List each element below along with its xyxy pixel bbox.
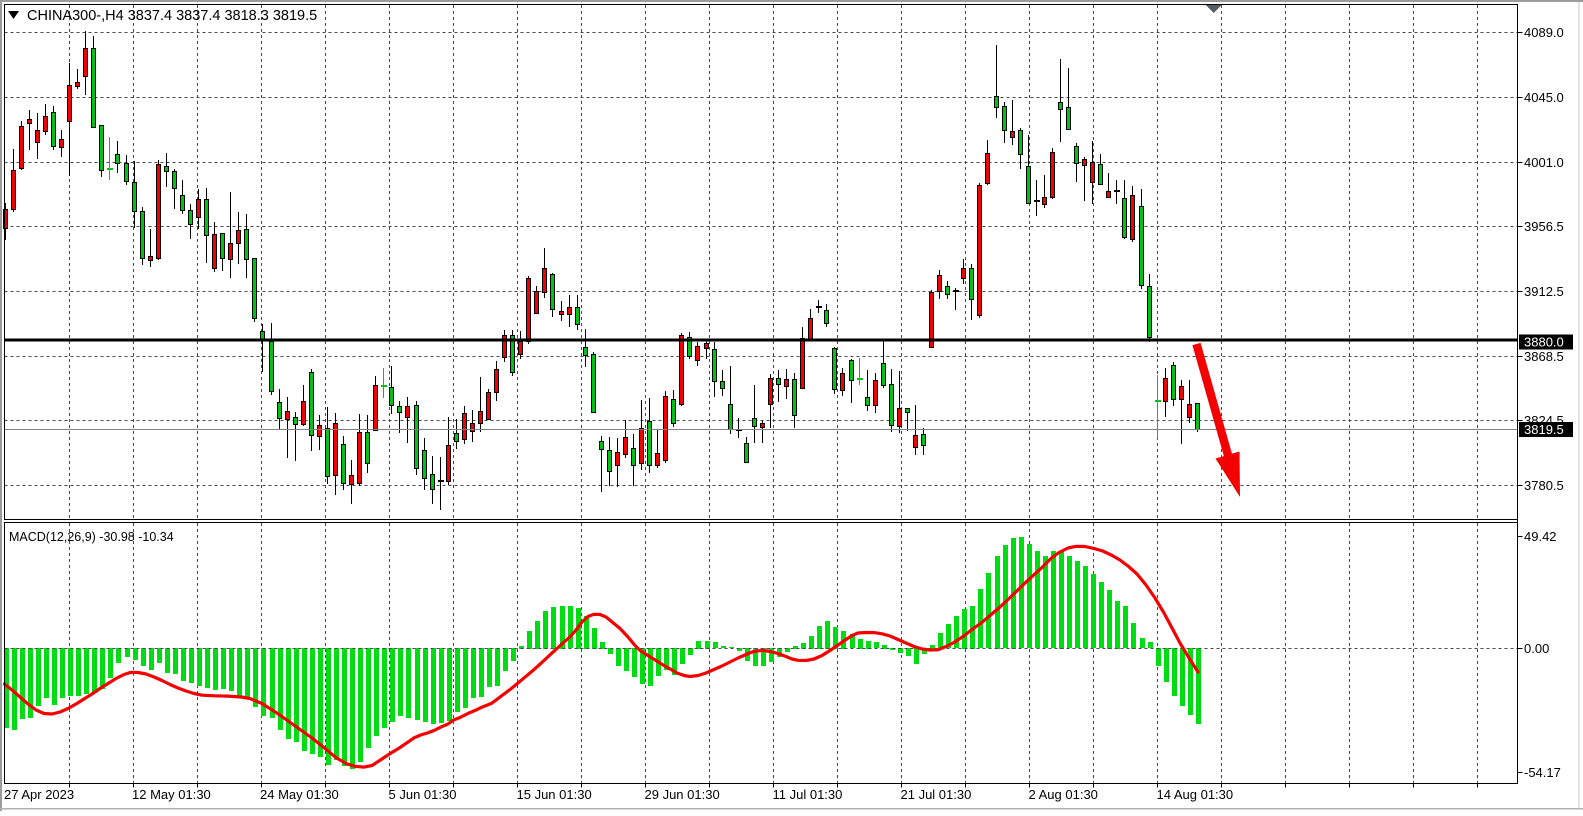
svg-text:14 Aug 01:30: 14 Aug 01:30 xyxy=(1157,787,1234,802)
svg-text:15 Jun 01:30: 15 Jun 01:30 xyxy=(517,787,592,802)
svg-text:3868.5: 3868.5 xyxy=(1524,349,1564,364)
svg-text:-54.17: -54.17 xyxy=(1524,765,1561,780)
svg-text:21 Jul 01:30: 21 Jul 01:30 xyxy=(901,787,972,802)
svg-text:4001.0: 4001.0 xyxy=(1524,155,1564,170)
svg-text:3956.5: 3956.5 xyxy=(1524,219,1564,234)
svg-text:3819.5: 3819.5 xyxy=(1524,422,1564,437)
svg-text:4045.0: 4045.0 xyxy=(1524,90,1564,105)
svg-text:3912.5: 3912.5 xyxy=(1524,284,1564,299)
svg-text:5 Jun 01:30: 5 Jun 01:30 xyxy=(389,787,457,802)
svg-text:49.42: 49.42 xyxy=(1524,529,1557,544)
svg-text:12 May 01:30: 12 May 01:30 xyxy=(132,787,211,802)
svg-text:27 Apr 2023: 27 Apr 2023 xyxy=(4,787,74,802)
svg-text:MACD(12,26,9) -30.98 -10.34: MACD(12,26,9) -30.98 -10.34 xyxy=(9,530,174,544)
svg-text:0.00: 0.00 xyxy=(1524,641,1549,656)
svg-text:11 Jul 01:30: 11 Jul 01:30 xyxy=(773,787,843,802)
svg-text:CHINA300-,H4 3837.4 3837.4 38: CHINA300-,H4 3837.4 3837.4 3818.3 3819.5 xyxy=(27,8,317,24)
svg-text:3880.0: 3880.0 xyxy=(1524,335,1564,350)
svg-text:24 May 01:30: 24 May 01:30 xyxy=(260,787,339,802)
svg-text:29 Jun 01:30: 29 Jun 01:30 xyxy=(645,787,720,802)
svg-text:3780.5: 3780.5 xyxy=(1524,478,1564,493)
svg-text:2 Aug 01:30: 2 Aug 01:30 xyxy=(1029,787,1098,802)
svg-text:4089.0: 4089.0 xyxy=(1524,25,1564,40)
